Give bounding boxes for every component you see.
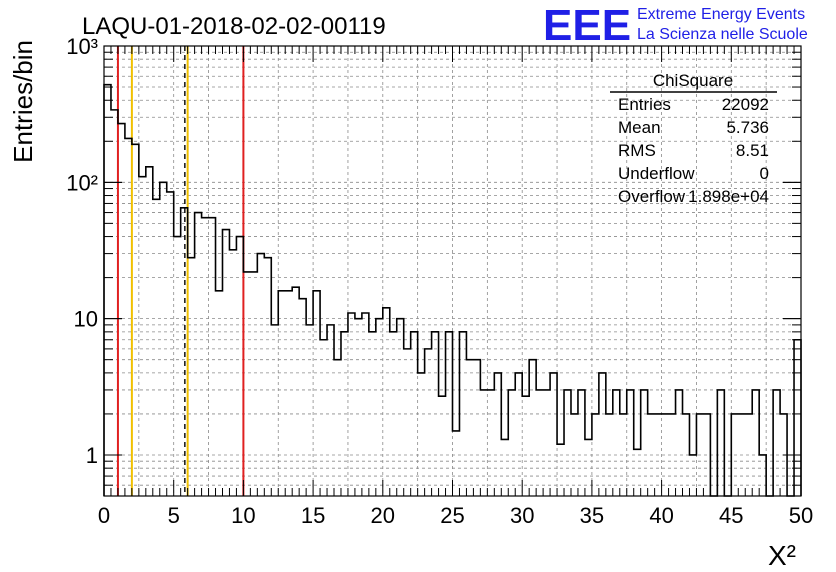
x-tick-label: 20 <box>371 503 395 528</box>
x-tick-label: 35 <box>580 503 604 528</box>
x-tick-labels: 0 5 10 15 20 25 30 35 40 45 50 <box>98 503 813 528</box>
x-tick-label: 10 <box>231 503 255 528</box>
y-tick-labels: 1 10 10² 10³ <box>66 34 98 468</box>
plot-area: 0 5 10 15 20 25 30 35 40 45 50 1 10 10² 10³ <box>66 34 813 528</box>
x-tick-label: 45 <box>719 503 743 528</box>
stats-rows: Entries 22092 Mean 5.736 RMS 8.51 Underflow 0 Ov… <box>618 95 769 206</box>
histogram-series <box>103 83 802 497</box>
stats-label: RMS <box>618 141 656 160</box>
stats-label: Entries <box>618 95 671 114</box>
logo-line2: La Scienza nelle Scuole <box>637 26 808 43</box>
stats-label: Mean <box>618 118 661 137</box>
stats-value: 5.736 <box>726 118 769 137</box>
stats-value: 22092 <box>722 95 769 114</box>
eee-logo: EEE Extreme Energy Events La Scienza nel… <box>543 1 808 50</box>
y-tick-label: 10³ <box>66 34 98 59</box>
y-tick-label: 1 <box>86 443 98 468</box>
x-tick-label: 5 <box>168 503 180 528</box>
stats-value: 8.51 <box>736 141 769 160</box>
stats-label: Overflow <box>618 187 686 206</box>
stats-title: ChiSquare <box>653 71 733 90</box>
reference-lines <box>116 46 245 496</box>
axis-ticks <box>103 46 802 496</box>
y-tick-label: 10² <box>66 170 98 195</box>
logo-line1: Extreme Energy Events <box>637 6 805 23</box>
chart-title: LAQU-01-2018-02-02-00119 <box>82 13 386 40</box>
logo-mark: EEE <box>543 1 631 50</box>
stats-value: 0 <box>760 164 769 183</box>
x-tick-label: 50 <box>789 503 813 528</box>
x-tick-label: 25 <box>440 503 464 528</box>
x-tick-label: 30 <box>510 503 534 528</box>
x-tick-label: 0 <box>98 503 110 528</box>
x-axis-title: X² <box>768 540 796 571</box>
x-tick-label: 15 <box>301 503 325 528</box>
y-tick-label: 10 <box>74 307 98 332</box>
y-axis-title: Entries/bin <box>8 40 38 163</box>
x-tick-label: 40 <box>649 503 673 528</box>
stats-label: Underflow <box>618 164 695 183</box>
stats-box: ChiSquare Entries 22092 Mean 5.736 RMS 8.51 Un… <box>610 71 777 206</box>
stats-value: 1.898e+04 <box>688 187 769 206</box>
